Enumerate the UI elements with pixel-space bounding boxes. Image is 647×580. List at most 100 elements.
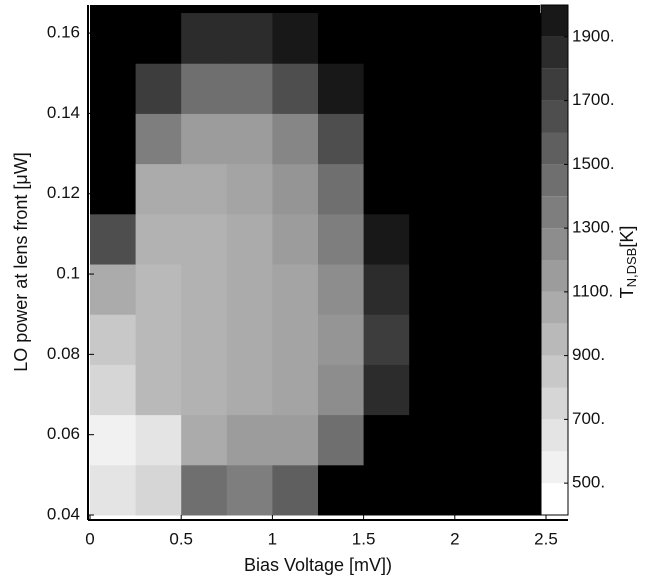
heat-cell (135, 163, 182, 215)
heat-cell (409, 364, 456, 416)
x-tick-label: 0.5 (169, 529, 193, 548)
heat-cell (181, 364, 228, 416)
heat-cell (181, 13, 228, 64)
heat-cell (226, 213, 273, 265)
colorbar-tick-label: 700. (572, 409, 605, 428)
heat-cell (500, 13, 542, 64)
heat-cell (454, 163, 501, 215)
heat-cell (272, 213, 319, 265)
colorbar-band (541, 355, 568, 388)
colorbar-subscript: N,DSB (624, 248, 639, 288)
colorbar-band (541, 36, 568, 69)
heat-cell (272, 464, 319, 516)
colorbar-band (541, 100, 568, 133)
heat-cell (181, 213, 228, 265)
heat-cell (272, 364, 319, 416)
colorbar-band (541, 387, 568, 420)
heat-cell (272, 414, 319, 466)
heat-cell (500, 264, 542, 315)
x-axis-label: Bias Voltage [mV]) (244, 555, 392, 575)
colorbar-label: TN,DSB[K] (617, 226, 640, 299)
heat-cell (454, 13, 501, 64)
heat-cell (409, 213, 456, 265)
heat-cell (454, 314, 501, 365)
heat-cell (318, 163, 365, 215)
heat-cell (135, 63, 182, 114)
colorbar-band (541, 323, 568, 356)
heat-cell (363, 163, 410, 215)
x-tick-label: 2.5 (534, 529, 558, 548)
colorbar-band (541, 5, 568, 37)
heat-cell (226, 163, 273, 215)
y-tick-label: 0.04 (47, 504, 80, 523)
heat-cell (90, 213, 137, 265)
heat-cell (272, 163, 319, 215)
heat-cell (181, 414, 228, 466)
colorbar-band (541, 68, 568, 101)
heat-cell (318, 414, 365, 466)
heat-cell (363, 264, 410, 315)
y-tick-label: 0.14 (47, 103, 80, 122)
heat-cell (181, 314, 228, 365)
colorbar-band (541, 260, 568, 292)
y-tick-label: 0.08 (47, 344, 80, 363)
heat-cell (135, 364, 182, 416)
heat-cell (500, 213, 542, 265)
colorbar-unit: [K] (617, 226, 637, 248)
colorbar-tick-label: 900. (572, 345, 605, 364)
heat-cell (454, 213, 501, 265)
heat-cell (500, 464, 542, 516)
heat-cell (181, 113, 228, 165)
heat-cell (226, 13, 273, 64)
colorbar-band (541, 451, 568, 484)
heat-cell (409, 464, 456, 516)
heat-cell (500, 414, 542, 466)
colorbar-frame (540, 4, 569, 516)
heat-cell (318, 264, 365, 315)
colorbar-tick-label: 1500. (572, 154, 615, 173)
heat-cell (363, 314, 410, 365)
heat-cell (226, 464, 273, 516)
heat-cell (90, 13, 137, 64)
heat-cell (363, 113, 410, 165)
heat-cell (318, 213, 365, 265)
heat-cell (409, 163, 456, 215)
heat-cell (363, 213, 410, 265)
heat-cell (181, 163, 228, 215)
colorbar-tick-label: 500. (572, 473, 605, 492)
colorbar-symbol: T (617, 287, 637, 298)
x-tick-label: 2 (450, 529, 459, 548)
heat-cell (272, 113, 319, 165)
heat-cell (272, 63, 319, 114)
heat-cell (454, 364, 501, 416)
heat-cell (226, 113, 273, 165)
heat-cell (409, 63, 456, 114)
colorbar-band (541, 132, 568, 165)
heat-cell (135, 213, 182, 265)
heat-cell (500, 113, 542, 165)
x-tick-label: 1.5 (352, 529, 376, 548)
heat-cell (226, 414, 273, 466)
heat-cell (135, 314, 182, 365)
heat-cell (409, 314, 456, 365)
heat-cell (409, 113, 456, 165)
heat-cell (90, 414, 137, 466)
y-tick-label: 0.12 (47, 183, 80, 202)
colorbar-band (541, 291, 568, 324)
heat-cell (226, 314, 273, 365)
heat-cell (363, 414, 410, 466)
heat-cell (454, 264, 501, 315)
colorbar-tick-label: 1700. (572, 90, 615, 109)
heat-cell (318, 63, 365, 114)
heat-cell (363, 13, 410, 64)
heat-cell (135, 414, 182, 466)
heat-cell (226, 264, 273, 315)
colorbar-band (541, 196, 568, 229)
heat-cell (90, 163, 137, 215)
y-axis-label: LO power at lens front [μW] (11, 152, 31, 371)
heat-cell (500, 63, 542, 114)
heat-cell (135, 264, 182, 315)
heat-cell (318, 13, 365, 64)
y-tick-label: 0.16 (47, 23, 80, 42)
